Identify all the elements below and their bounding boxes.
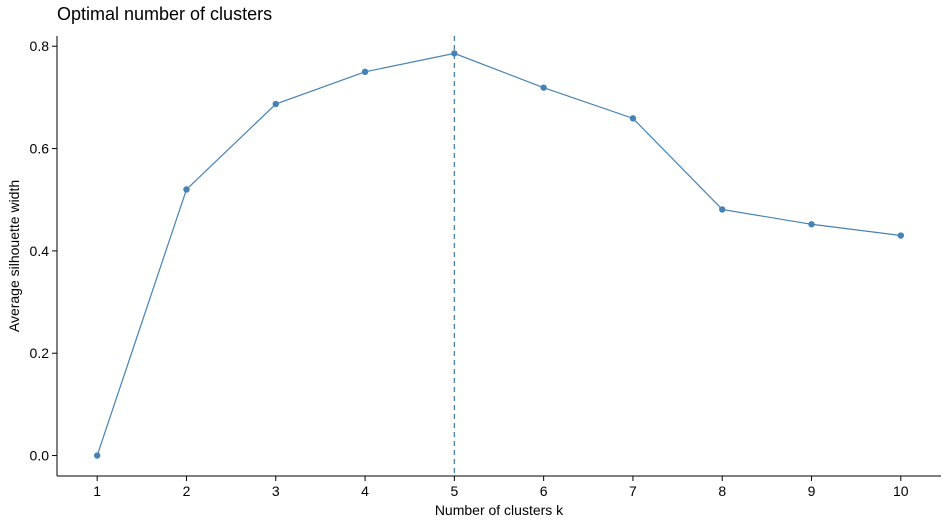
x-tick-label: 8 bbox=[718, 483, 726, 499]
x-tick-label: 1 bbox=[93, 483, 101, 499]
y-axis-title: Average silhouette width bbox=[6, 180, 22, 332]
y-tick-label: 0.0 bbox=[30, 448, 50, 464]
y-tick-label: 0.8 bbox=[30, 38, 50, 54]
y-tick-label: 0.2 bbox=[30, 345, 50, 361]
y-ticks: 0.0 0.2 0.4 0.6 0.8 bbox=[30, 38, 57, 464]
x-tick-label: 4 bbox=[361, 483, 369, 499]
x-tick-label: 6 bbox=[540, 483, 548, 499]
chart-title: Optimal number of clusters bbox=[57, 4, 273, 24]
data-point bbox=[93, 452, 101, 459]
x-tick-label: 7 bbox=[629, 483, 637, 499]
series-line bbox=[96, 52, 901, 456]
data-point bbox=[183, 186, 190, 193]
x-tick-label: 5 bbox=[450, 483, 458, 499]
y-tick-label: 0.4 bbox=[30, 243, 50, 259]
x-axis-title: Number of clusters k bbox=[435, 502, 564, 518]
data-point bbox=[897, 232, 905, 239]
axes bbox=[56, 36, 941, 477]
data-point bbox=[272, 100, 279, 108]
x-tick-label: 9 bbox=[808, 483, 816, 499]
data-point bbox=[808, 221, 815, 228]
data-point bbox=[719, 206, 726, 213]
x-tick-label: 2 bbox=[183, 483, 191, 499]
series-layer bbox=[93, 50, 905, 459]
data-point bbox=[540, 84, 547, 91]
data-point bbox=[361, 68, 369, 76]
y-tick-label: 0.6 bbox=[30, 141, 50, 157]
x-tick-label: 10 bbox=[893, 483, 909, 499]
x-ticks: 1 2 3 4 5 6 7 8 9 10 bbox=[93, 476, 909, 499]
x-tick-label: 3 bbox=[272, 483, 280, 499]
data-point bbox=[451, 50, 458, 57]
data-point bbox=[629, 115, 637, 122]
